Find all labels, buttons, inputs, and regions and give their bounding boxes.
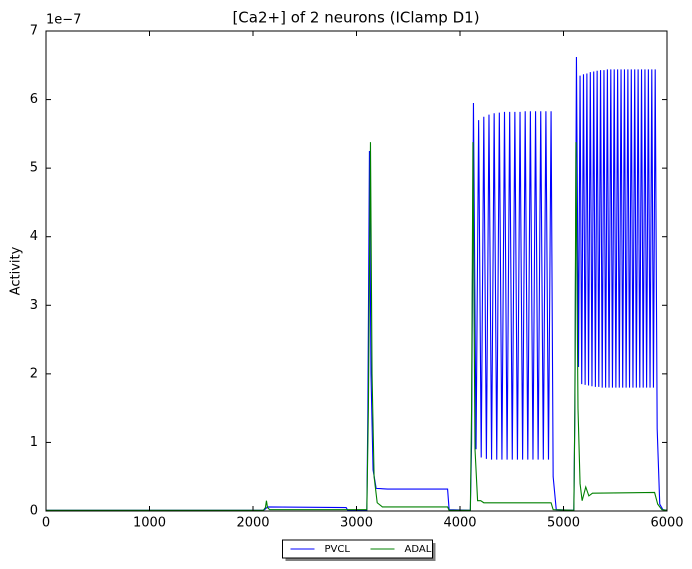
data-line (46, 142, 668, 511)
x-tick-label: 6000 (650, 516, 683, 531)
y-tick-label: 1 (30, 435, 38, 450)
x-tick-label: 1000 (133, 516, 166, 531)
y-tick-label: 6 (30, 92, 38, 107)
data-line (46, 57, 668, 511)
x-tick-label: 5000 (547, 516, 580, 531)
x-tick-label: 4000 (443, 516, 476, 531)
x-tick-label: 2000 (236, 516, 269, 531)
y-offset-label: 1e−7 (46, 13, 81, 28)
x-tick-label: 3000 (340, 516, 373, 531)
y-axis-label: Activity (9, 246, 24, 295)
y-tick-label: 2 (30, 366, 38, 381)
y-tick-label: 5 (30, 161, 38, 176)
chart-title: [Ca2+] of 2 neurons (IClamp D1) (232, 9, 479, 27)
y-tick-label: 3 (30, 298, 38, 313)
legend (282, 539, 433, 559)
y-tick-label: 0 (30, 504, 38, 519)
legend-label: ADAL (405, 544, 432, 555)
x-tick-label: 0 (42, 516, 50, 531)
legend-label: PVCL (325, 544, 351, 555)
y-tick-label: 4 (30, 229, 38, 244)
y-tick-label: 7 (30, 24, 38, 39)
plot-frame (45, 30, 668, 512)
